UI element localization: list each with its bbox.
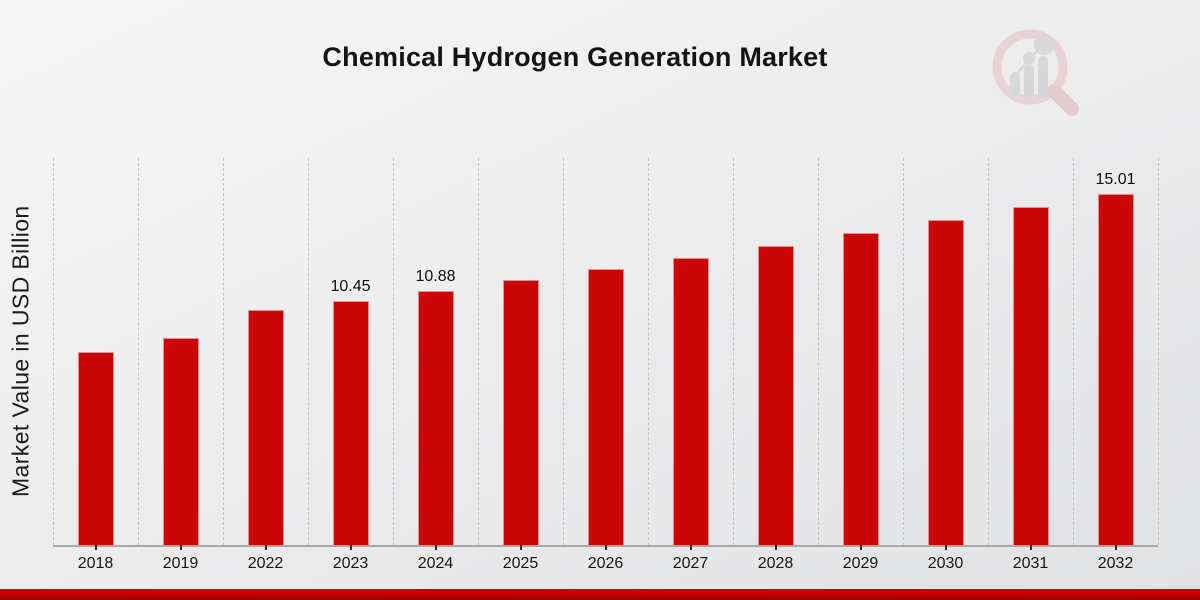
bar-2031 (1012, 207, 1049, 545)
x-axis-label-2026: 2026 (587, 555, 624, 572)
x-axis-tick (434, 545, 437, 550)
x-axis-tick (1114, 545, 1117, 550)
gridline (223, 158, 224, 545)
x-axis-label-2023: 2023 (332, 555, 369, 572)
gridline (733, 158, 734, 545)
bar-2027 (672, 257, 709, 545)
bar-2029 (842, 233, 879, 545)
gridline (988, 158, 989, 545)
bar-2018 (77, 352, 114, 545)
bar-2028 (757, 245, 794, 545)
y-axis-label: Market Value in USD Billion (7, 205, 34, 498)
bar-2019 (162, 338, 199, 545)
gridline (393, 158, 394, 545)
x-axis-label-2029: 2029 (842, 555, 879, 572)
x-axis-tick (1029, 545, 1032, 550)
gridline (903, 158, 904, 545)
x-axis-label-2025: 2025 (502, 555, 539, 572)
gridline (138, 158, 139, 545)
bottom-accent-bar (0, 589, 1200, 600)
x-axis-tick (519, 545, 522, 550)
x-axis-tick (349, 545, 352, 550)
bar-2024 (417, 290, 454, 545)
bar-2032 (1097, 194, 1134, 545)
bar-value-label-2032: 15.01 (1095, 171, 1136, 189)
bar-2025 (502, 280, 539, 545)
x-axis-label-2027: 2027 (672, 555, 709, 572)
magnifier-icon (992, 29, 1079, 116)
x-axis-label-2022: 2022 (247, 555, 284, 572)
x-axis-tick (689, 545, 692, 550)
mrfr-logo-watermark (985, 20, 1090, 120)
gridline (1073, 158, 1074, 545)
x-axis-tick (264, 545, 267, 550)
gridline (308, 158, 309, 545)
x-axis-tick (774, 545, 777, 550)
gridline (563, 158, 564, 545)
gridline (818, 158, 819, 545)
x-axis-label-2032: 2032 (1097, 555, 1134, 572)
x-axis-label-2028: 2028 (757, 555, 794, 572)
x-axis-tick (944, 545, 947, 550)
bar-2023 (332, 300, 369, 545)
chart-title: Chemical Hydrogen Generation Market (322, 42, 828, 72)
x-axis-tick (604, 545, 607, 550)
plot-area: 2018 2019 2022 10.45 2023 10.88 2024 2025 2026 20… (53, 158, 1159, 572)
bar-2026 (587, 269, 624, 545)
x-axis-tick (859, 545, 862, 550)
gridline (53, 158, 54, 545)
x-axis-tick (179, 545, 182, 550)
x-axis-tick (94, 545, 97, 550)
gridline (478, 158, 479, 545)
x-axis-label-2024: 2024 (417, 555, 454, 572)
gridline (1158, 158, 1159, 545)
bar-value-label-2024: 10.88 (415, 267, 456, 285)
x-axis-label-2030: 2030 (927, 555, 964, 572)
gridline (648, 158, 649, 545)
x-axis-label-2031: 2031 (1012, 555, 1049, 572)
bar-2030 (927, 220, 964, 545)
bar-2022 (247, 310, 284, 545)
x-axis-label-2018: 2018 (77, 555, 114, 572)
bar-value-label-2023: 10.45 (330, 277, 371, 295)
x-axis-label-2019: 2019 (162, 555, 199, 572)
